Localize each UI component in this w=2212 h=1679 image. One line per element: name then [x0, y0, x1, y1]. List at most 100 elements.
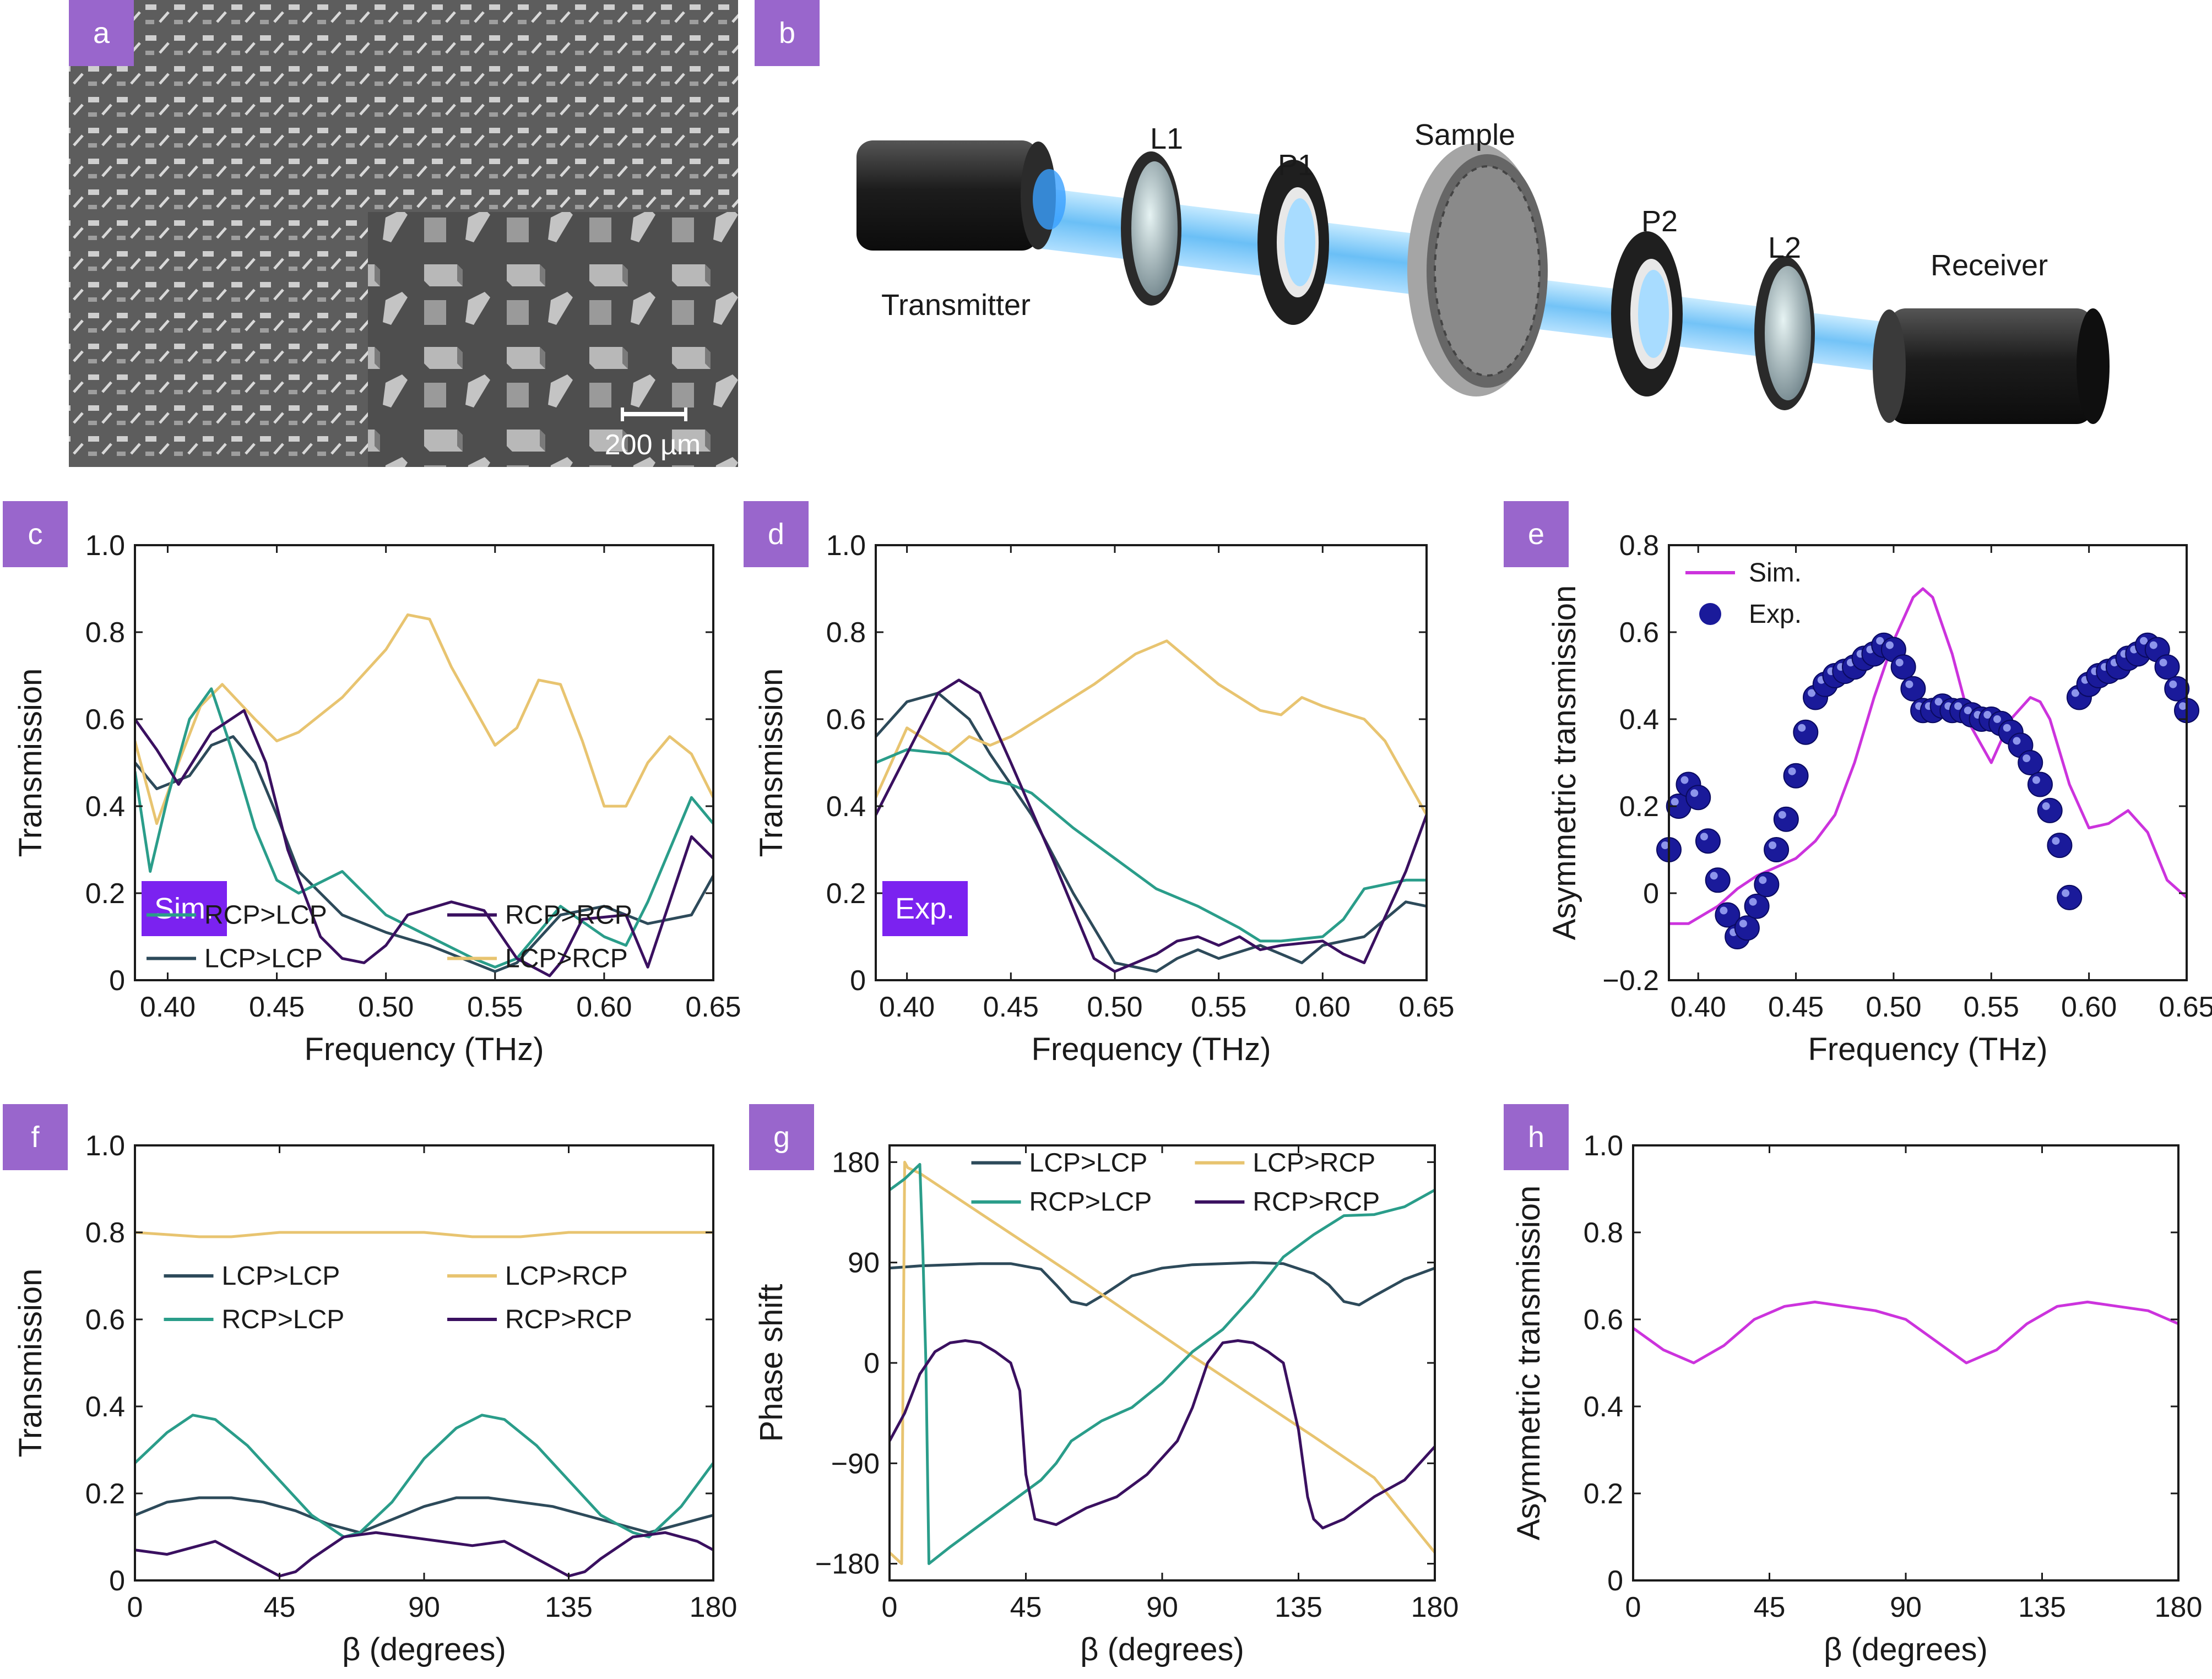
- chart-c-ylabel: Transmission: [13, 669, 48, 857]
- beam-input: [1033, 188, 1448, 297]
- badge-g: g: [749, 1104, 814, 1170]
- chart-d-xtick-label: 0.65: [1398, 991, 1454, 1023]
- chart-f-xlabel: β (degrees): [342, 1632, 506, 1667]
- badge-f: f: [3, 1104, 68, 1170]
- chart-e-point-highlight: [2149, 641, 2157, 649]
- scale-bar-label: 200 µm: [605, 429, 701, 461]
- chart-e-point: [1754, 872, 1780, 898]
- chart-h-ytick-label: 0.2: [1584, 1478, 1623, 1510]
- chart-c-series-line: [135, 735, 713, 973]
- chart-e-point: [2047, 833, 2073, 858]
- chart-e-point: [2057, 884, 2083, 910]
- chart-c-series-line: [135, 687, 713, 969]
- badge-e-text: e: [1528, 518, 1544, 551]
- chart-e-point-highlight: [1964, 707, 1972, 715]
- label-sample: Sample: [1414, 118, 1515, 151]
- chart-e-point-highlight: [1885, 641, 1894, 649]
- chart-c-xlabel: Frequency (THz): [304, 1031, 544, 1067]
- chart-e-ylabel: Asymmetric transmission: [1547, 585, 1582, 941]
- chart-e-xtick-label: 0.50: [1866, 991, 1921, 1023]
- chart-f-ytick-label: 0: [109, 1565, 125, 1597]
- chart-e-ytick-label: −0.2: [1602, 965, 1659, 997]
- chart-e-point: [1705, 867, 1731, 893]
- chart-g-legend-label: RCP>LCP: [1029, 1188, 1152, 1217]
- chart-e-point-highlight: [2179, 702, 2187, 710]
- chart-g-series-line: [890, 1261, 1435, 1307]
- chart-e-ytick-label: 0.4: [1619, 704, 1659, 736]
- chart-f-series-line: [135, 1231, 713, 1238]
- chart-e-xlabel: Frequency (THz): [1808, 1031, 2047, 1067]
- chart-e-point-highlight: [1769, 841, 1777, 849]
- chart-g-xtick-label: 0: [882, 1591, 898, 1623]
- chart-g-xtick-label: 180: [1411, 1591, 1459, 1623]
- chart-e-point-highlight: [1788, 767, 1796, 775]
- chart-e-point: [2027, 771, 2053, 797]
- chart-e-point-highlight: [2052, 837, 2060, 845]
- chart-g-ytick-label: −180: [815, 1548, 880, 1580]
- chart-e-point-highlight: [1700, 833, 1708, 841]
- chart-c-xtick-label: 0.40: [140, 991, 196, 1023]
- chart-c-xtick-label: 0.65: [685, 991, 741, 1023]
- chart-e-point-highlight: [1954, 702, 1962, 710]
- chart-c-xtick-label: 0.55: [467, 991, 523, 1023]
- chart-h-xlabel: β (degrees): [1824, 1632, 1988, 1667]
- chart-h-ytick-label: 0.4: [1584, 1391, 1623, 1423]
- chart-e-point: [2164, 676, 2190, 702]
- chart-d-xtick-label: 0.60: [1295, 991, 1351, 1023]
- chart-e-point-highlight: [2013, 737, 2021, 745]
- polarizer-p1: [1257, 160, 1329, 325]
- chart-d-xlabel: Frequency (THz): [1031, 1031, 1271, 1067]
- chart-e-point-highlight: [1749, 898, 1757, 906]
- chart-f-legend-label: RCP>LCP: [222, 1305, 345, 1334]
- chart-h-ytick-label: 0.8: [1584, 1217, 1623, 1249]
- chart-e-point-highlight: [1934, 698, 1943, 706]
- chart-c-ytick-label: 0: [109, 965, 125, 997]
- chart-f: 0 45 90 135 180 0 0.2 0.4 0.6 0.8 1.0 β (degrees) Tr…: [13, 1130, 737, 1667]
- chart-h-xtick-label: 180: [2155, 1591, 2203, 1623]
- chart-e-point-highlight: [1905, 680, 1913, 688]
- chart-e-point-highlight: [1661, 841, 1669, 849]
- chart-e-point-highlight: [2003, 724, 2011, 732]
- chart-c-ytick-label: 0.6: [85, 704, 125, 736]
- chart-c-legend-label: LCP>RCP: [505, 944, 628, 974]
- chart-e-legend-label: Exp.: [1749, 600, 1802, 629]
- chart-f-frame: [134, 1144, 714, 1582]
- chart-c-xtick-label: 0.50: [358, 991, 414, 1023]
- chart-e-point-highlight: [1680, 776, 1689, 784]
- chart-e-point: [2037, 797, 2063, 823]
- chart-e-point-highlight: [2140, 637, 2148, 645]
- chart-e-point-highlight: [2032, 776, 2040, 784]
- chart-h: 0 45 90 135 180 0 0.2 0.4 0.6 0.8 1.0 β (degrees) As…: [1511, 1130, 2202, 1667]
- chart-e-ytick-label: 0: [1643, 878, 1659, 910]
- badge-h-text: h: [1528, 1121, 1544, 1154]
- badge-a-text: a: [93, 17, 110, 50]
- chart-h-xtick-label: 45: [1754, 1591, 1786, 1623]
- chart-f-series-line: [135, 1414, 713, 1539]
- label-p1: P1: [1278, 149, 1314, 182]
- chart-e-point: [1744, 893, 1770, 919]
- chart-f-ytick-label: 0.2: [85, 1478, 125, 1510]
- chart-e-point: [1764, 837, 1790, 862]
- chart-f-xtick-label: 0: [127, 1591, 143, 1623]
- chart-c-tag-label: Sim.: [154, 892, 214, 925]
- label-p2: P2: [1641, 205, 1678, 238]
- chart-d-ytick-label: 0.4: [826, 791, 866, 823]
- chart-e-point: [1734, 915, 1760, 941]
- chart-g-ytick-label: 90: [848, 1247, 880, 1279]
- chart-e-point-highlight: [1671, 798, 1679, 806]
- chart-d-series-line: [876, 678, 1427, 973]
- chart-e-point-highlight: [2169, 680, 2177, 688]
- chart-e-point-highlight: [1983, 711, 1992, 719]
- chart-c-ytick-label: 1.0: [85, 530, 125, 562]
- chart-e-legend-swatch: [1699, 603, 1721, 625]
- chart-d-ytick-label: 0: [850, 965, 866, 997]
- chart-g-legend-label: LCP>LCP: [1029, 1149, 1148, 1178]
- chart-e-legend-label: Sim.: [1749, 558, 1802, 588]
- label-transmitter: Transmitter: [881, 289, 1031, 322]
- chart-d-tag-box: [882, 881, 968, 936]
- chart-g-ytick-label: 180: [832, 1146, 880, 1178]
- badge-f-text: f: [31, 1121, 40, 1154]
- chart-d-ytick-label: 0.6: [826, 704, 866, 736]
- panel-a: 200 µm: [69, 0, 738, 467]
- badge-c: c: [3, 501, 68, 567]
